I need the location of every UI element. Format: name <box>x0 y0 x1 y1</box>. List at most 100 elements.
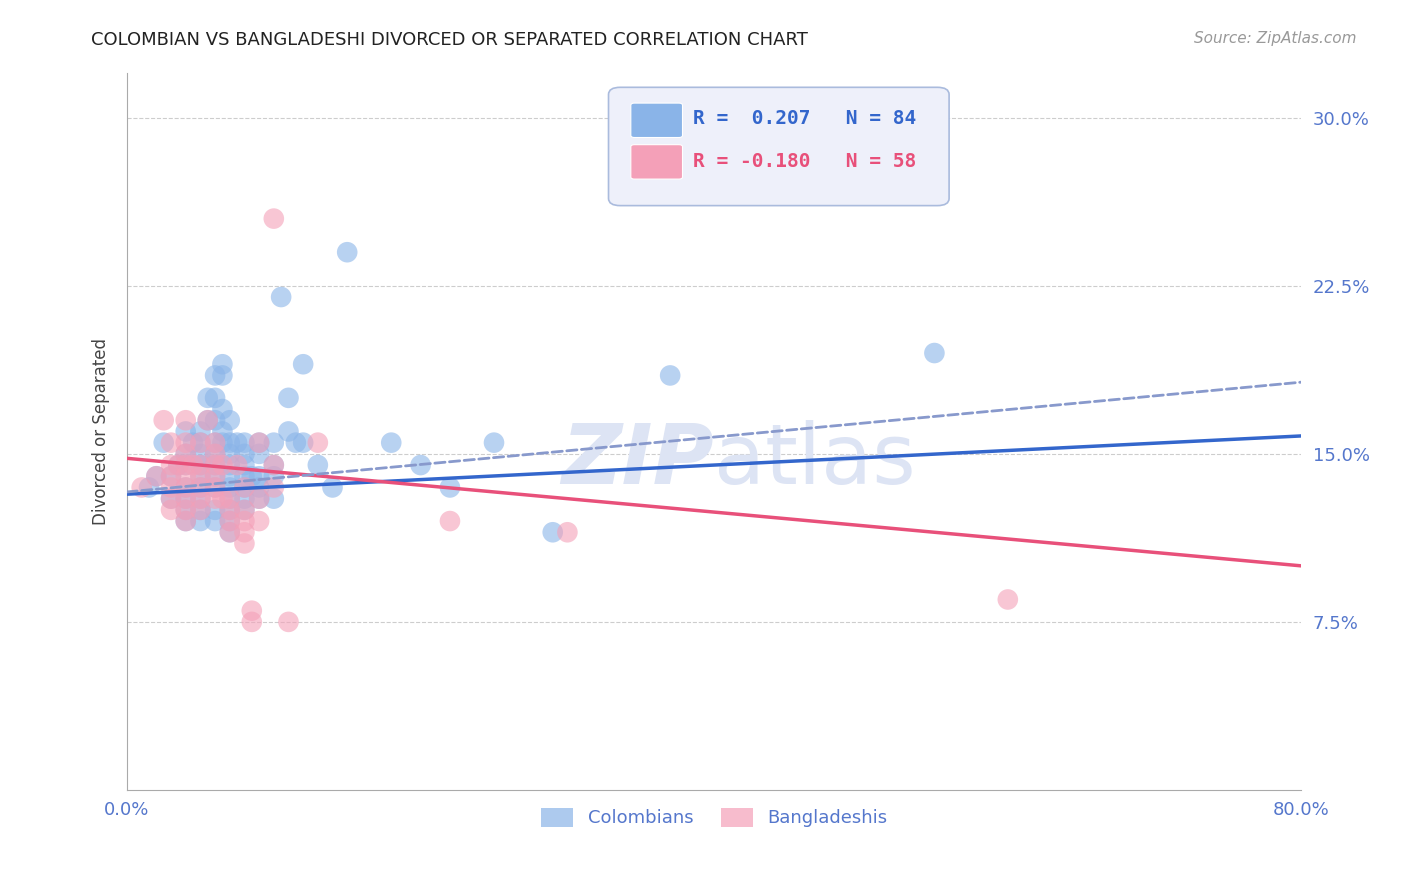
FancyBboxPatch shape <box>609 87 949 206</box>
Point <box>226 435 249 450</box>
Point <box>270 290 292 304</box>
Point <box>197 391 219 405</box>
Point <box>263 480 285 494</box>
Legend: Colombians, Bangladeshis: Colombians, Bangladeshis <box>534 801 894 835</box>
Point <box>211 435 233 450</box>
Point <box>233 503 256 517</box>
Point <box>181 435 204 450</box>
Point <box>218 491 240 506</box>
Point <box>409 458 432 472</box>
Point <box>233 525 256 540</box>
Point <box>174 458 197 472</box>
Point <box>174 491 197 506</box>
Point <box>160 469 183 483</box>
Point <box>218 469 240 483</box>
Point <box>240 469 263 483</box>
Point <box>174 469 197 483</box>
Point <box>211 368 233 383</box>
Point <box>307 435 329 450</box>
Point <box>174 447 197 461</box>
Point <box>190 435 212 450</box>
Point <box>247 435 270 450</box>
Point <box>190 425 212 439</box>
Point <box>204 458 226 472</box>
Point <box>233 469 256 483</box>
Point <box>336 245 359 260</box>
Point <box>263 491 285 506</box>
Point <box>190 458 212 472</box>
Point <box>541 525 564 540</box>
Point <box>174 503 197 517</box>
Point <box>218 447 240 461</box>
Point <box>174 491 197 506</box>
Point <box>167 458 190 472</box>
Point <box>190 447 212 461</box>
Point <box>924 346 946 360</box>
Point <box>174 425 197 439</box>
Point <box>233 503 256 517</box>
Point <box>659 368 682 383</box>
Y-axis label: Divorced or Separated: Divorced or Separated <box>93 338 110 525</box>
Point <box>190 514 212 528</box>
Text: COLOMBIAN VS BANGLADESHI DIVORCED OR SEPARATED CORRELATION CHART: COLOMBIAN VS BANGLADESHI DIVORCED OR SEP… <box>91 31 808 49</box>
Point <box>218 525 240 540</box>
Point <box>263 458 285 472</box>
Point <box>233 435 256 450</box>
Point <box>247 447 270 461</box>
Point <box>167 458 190 472</box>
Point <box>204 469 226 483</box>
Point <box>174 413 197 427</box>
Point <box>211 458 233 472</box>
Point <box>233 480 256 494</box>
Point <box>247 469 270 483</box>
Point <box>218 458 240 472</box>
Point <box>211 402 233 417</box>
Point <box>247 491 270 506</box>
Point <box>284 435 307 450</box>
Point <box>557 525 579 540</box>
Point <box>131 480 153 494</box>
Point <box>204 503 226 517</box>
Point <box>204 480 226 494</box>
Point <box>204 458 226 472</box>
Point <box>240 615 263 629</box>
Point <box>204 447 226 461</box>
Point <box>160 458 183 472</box>
Point <box>247 491 270 506</box>
Point <box>197 413 219 427</box>
Point <box>204 391 226 405</box>
Point <box>233 480 256 494</box>
Text: Source: ZipAtlas.com: Source: ZipAtlas.com <box>1194 31 1357 46</box>
Point <box>204 447 226 461</box>
Point <box>204 435 226 450</box>
Text: atlas: atlas <box>714 419 915 500</box>
Point <box>218 514 240 528</box>
Point <box>190 469 212 483</box>
Point <box>218 514 240 528</box>
Point <box>152 435 174 450</box>
Point <box>174 514 197 528</box>
Point <box>204 368 226 383</box>
Point <box>204 435 226 450</box>
Point <box>190 469 212 483</box>
Point <box>218 480 240 494</box>
Point <box>211 357 233 371</box>
Point <box>174 458 197 472</box>
Point <box>247 514 270 528</box>
Point <box>190 458 212 472</box>
Point <box>218 413 240 427</box>
Point <box>218 503 240 517</box>
Point <box>204 413 226 427</box>
Point <box>439 514 461 528</box>
Point <box>380 435 402 450</box>
Text: R = -0.180   N = 58: R = -0.180 N = 58 <box>693 153 917 171</box>
Point <box>174 514 197 528</box>
Point <box>307 458 329 472</box>
Point <box>322 480 344 494</box>
Point <box>190 491 212 506</box>
Point <box>160 491 183 506</box>
Point <box>277 615 299 629</box>
Point <box>226 458 249 472</box>
Point <box>247 435 270 450</box>
Point <box>292 357 315 371</box>
